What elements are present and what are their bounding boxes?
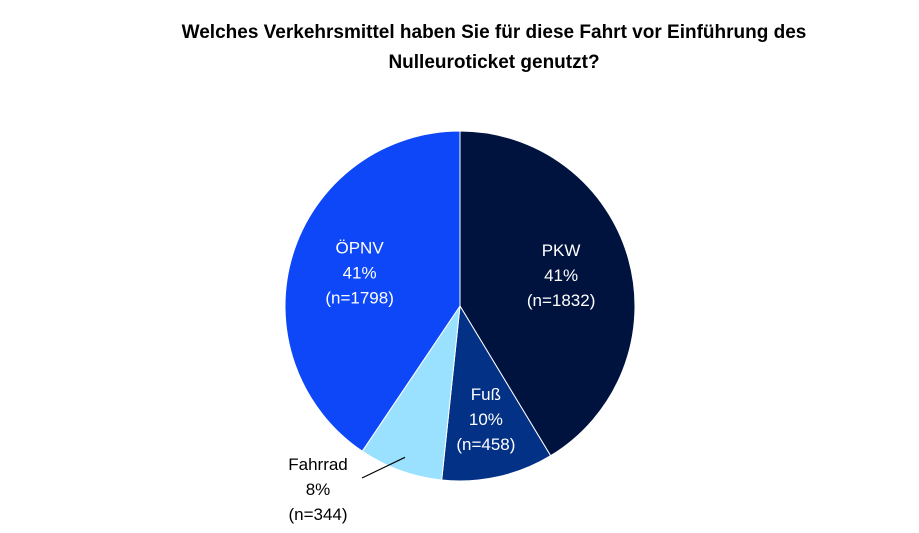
pie-slice-pkw — [459, 130, 636, 457]
data-label-fahrrad-name: Fahrrad — [288, 455, 348, 474]
pie-slice-fuss — [441, 304, 552, 482]
data-label-oepnv-percent: 41% — [343, 263, 377, 282]
data-label-fuss-percent: 10% — [469, 410, 503, 429]
chart-title-line-1: Welches Verkehrsmittel haben Sie für die… — [182, 22, 807, 43]
data-label-fuss-count: (n=458) — [456, 435, 515, 454]
data-label-pkw-percent: 41% — [544, 266, 578, 285]
leader-line-fahrrad — [361, 456, 406, 479]
pie-slice-oepnv — [284, 130, 461, 452]
data-label-pkw-name: PKW — [542, 241, 581, 260]
data-label-oepnv-name: ÖPNV — [336, 238, 385, 257]
data-label-fuss-name: Fuß — [471, 385, 501, 404]
data-label-pkw-count: (n=1832) — [527, 291, 596, 310]
data-label-fahrrad-percent: 8% — [306, 480, 331, 499]
data-label-oepnv-count: (n=1798) — [325, 288, 394, 307]
pie-labels: PKW 41% (n=1832) Fuß 10% (n=458) Fahrrad 8% (n=3… — [288, 238, 595, 524]
data-label-fahrrad-count: (n=344) — [288, 505, 347, 524]
pie-slices — [284, 130, 636, 482]
chart-title-line-2: Nulleuroticket genutzt? — [388, 52, 599, 73]
